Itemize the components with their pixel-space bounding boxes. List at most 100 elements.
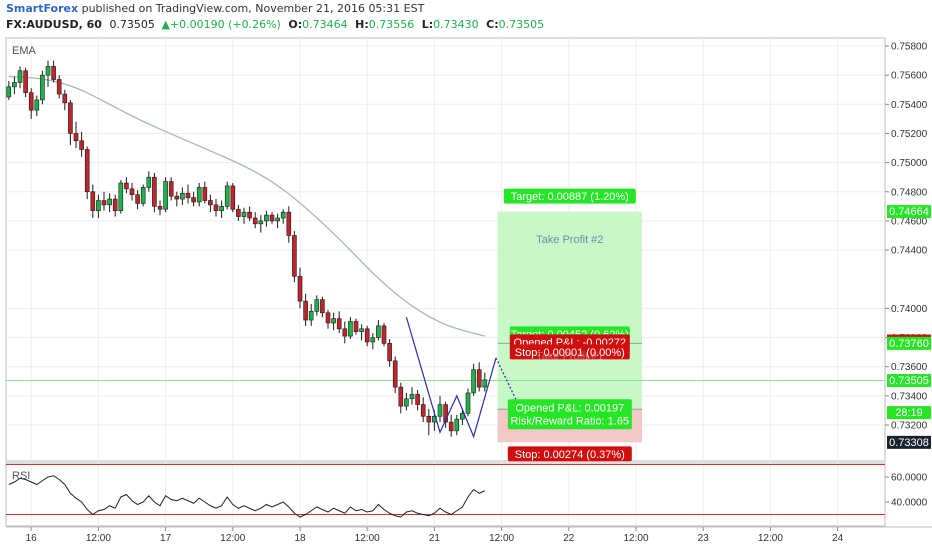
candle <box>420 397 426 423</box>
candle-body-down <box>364 328 370 343</box>
candle-body-up <box>370 337 376 343</box>
time-tick-label: 22 <box>563 533 575 544</box>
candle-body-up <box>280 211 286 219</box>
price-pane-frame <box>5 37 886 462</box>
candle <box>118 180 124 214</box>
candle <box>415 390 420 411</box>
candle <box>303 293 308 326</box>
time-axis[interactable]: 16 12:00 17 12:00 18 12:00 21 12:00 22 12:00 23 12:… <box>6 526 932 544</box>
candle <box>236 204 241 221</box>
stop-label[interactable]: Stop: 0.00274 (0.37%) <box>507 446 632 462</box>
candle <box>471 363 476 396</box>
brand-name[interactable]: SmartForex <box>6 2 78 15</box>
pattern-line <box>405 316 497 439</box>
candle-body-up <box>308 310 314 321</box>
candle <box>409 387 415 405</box>
stop-label-bg <box>507 446 632 462</box>
price-marker-bg <box>887 435 931 449</box>
candle-body-down <box>129 188 135 195</box>
ema-indicator-label[interactable]: EMA <box>12 45 37 57</box>
candle <box>79 132 84 157</box>
target2-label[interactable]: Target: 0.00887 (1.20%) <box>503 188 636 204</box>
candle <box>213 199 219 217</box>
candle <box>320 296 325 318</box>
candle-body-up <box>40 74 45 101</box>
candle <box>152 172 157 213</box>
candle-body-up <box>471 369 476 394</box>
candle-body-up <box>196 187 202 203</box>
candle-body-down <box>56 79 62 95</box>
price-pane[interactable]: Target: 0.00887 (1.20%)Take Profit #2Tar… <box>5 37 886 462</box>
candle-body-down <box>191 197 196 203</box>
candle-body-up <box>437 404 443 417</box>
rsi-axis[interactable]: 60.0000 40.0000 <box>885 473 928 509</box>
candle-body-down <box>62 93 68 104</box>
price-marker-bg <box>887 205 931 219</box>
candle <box>34 95 40 116</box>
candle <box>6 80 12 100</box>
candle-body-down <box>185 192 191 198</box>
price-tick-label: 0.75000 <box>891 158 928 169</box>
rsi-layer <box>6 464 885 518</box>
candle <box>40 70 45 105</box>
price-marker-bg <box>887 374 931 388</box>
price-marker-dark: 0.73308 <box>887 435 931 449</box>
candle <box>392 356 398 393</box>
time-tick-label: 21 <box>429 533 441 544</box>
rsi-pane-frame <box>5 462 886 527</box>
candle-body-down <box>68 102 73 134</box>
candle <box>398 382 404 414</box>
candle <box>342 321 348 344</box>
candle <box>146 171 152 192</box>
high-label: H: <box>355 18 369 31</box>
candle <box>168 177 174 201</box>
pattern-projection <box>495 357 519 405</box>
candle-body-down <box>292 235 297 277</box>
candle <box>252 212 258 229</box>
candle-body-down <box>398 386 404 407</box>
stop-label-text: Stop: 0.00274 (0.37%) <box>515 449 625 461</box>
candle <box>230 183 236 213</box>
candle-body-up <box>359 328 364 333</box>
candle <box>73 121 79 149</box>
candle <box>96 194 101 219</box>
candle-body-down <box>84 149 90 193</box>
candle <box>219 200 224 219</box>
price-marker-text: 28:19 <box>895 407 923 419</box>
candle <box>247 206 252 221</box>
stop-top-label[interactable]: Stop: 0.00001 (0.00%) <box>509 344 630 360</box>
price-marker-green: 0.74664 <box>887 205 931 219</box>
candle <box>135 190 140 210</box>
symbol-label[interactable]: FX:AUDUSD, 60 <box>6 18 102 31</box>
candle <box>23 67 28 98</box>
candle <box>448 414 454 437</box>
candle <box>370 333 376 350</box>
price-axis[interactable]: 0.75800 0.75600 0.75400 0.75200 0.75000 0.748… <box>885 42 928 432</box>
target2-label-bg <box>503 188 636 204</box>
rsi-pane[interactable]: RSI <box>5 462 886 527</box>
price-marker-green: 0.73760 <box>887 336 931 350</box>
candle-body-up <box>219 206 224 212</box>
candle-body-down <box>73 133 79 142</box>
price-tick-label: 0.75800 <box>891 42 928 53</box>
candle-body-up <box>460 413 465 420</box>
price-marker-green: 28:19 <box>887 406 931 420</box>
candle <box>68 99 73 146</box>
stop-top-label-bg <box>509 344 630 360</box>
candle-body-up <box>258 220 264 225</box>
opened-pl-text: Opened P&L: 0.00197 <box>515 402 624 414</box>
candle <box>364 325 370 347</box>
candle-body-up <box>275 217 280 222</box>
low-label: L: <box>422 18 433 31</box>
candle-body-up <box>96 200 101 212</box>
rsi-indicator-label[interactable]: RSI <box>12 470 30 482</box>
price-markers: 0.746640.737770.737760.737600.7350528:19… <box>887 205 931 449</box>
candle <box>180 187 185 205</box>
candle-body-up <box>180 192 185 200</box>
candle-body-up <box>404 398 409 407</box>
candle-body-up <box>107 198 112 206</box>
last-price: 0.73505 <box>109 18 155 31</box>
time-tick-label: 12:00 <box>489 533 514 544</box>
